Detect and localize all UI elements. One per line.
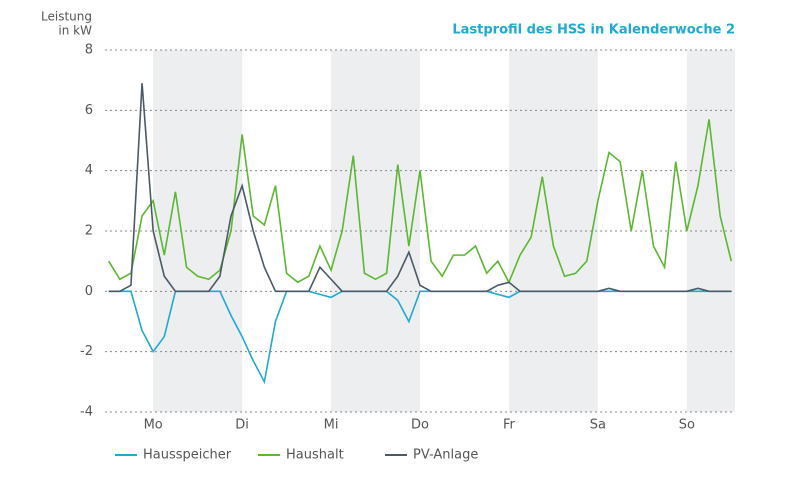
x-tick-label: Di [235, 418, 249, 433]
legend-label: Hausspeicher [143, 448, 232, 463]
y-tick-label: 2 [85, 224, 93, 239]
legend-label: Haushalt [286, 448, 344, 463]
series-line [108, 83, 732, 293]
chart-title: Lastprofil des HSS in Kalenderwoche 2 [452, 23, 735, 38]
y-tick-label: -2 [80, 344, 93, 359]
x-tick-label: Sa [590, 418, 606, 433]
x-tick-label: So [679, 418, 695, 433]
x-tick-label: Fr [503, 418, 516, 433]
y-tick-label: 0 [85, 284, 93, 299]
y-axis-label: in kW [58, 24, 92, 38]
x-tick-label: Mo [144, 418, 163, 433]
x-tick-label: Do [411, 418, 429, 433]
day-band [508, 50, 598, 412]
legend-label: PV-Anlage [413, 448, 478, 463]
y-tick-label: 8 [85, 43, 93, 58]
y-tick-label: -4 [80, 405, 93, 420]
y-tick-label: 4 [85, 163, 93, 178]
x-tick-label: Mi [324, 418, 339, 433]
series-line [108, 119, 733, 285]
y-tick-label: 6 [85, 103, 93, 118]
y-axis-label: Leistung [41, 10, 92, 24]
